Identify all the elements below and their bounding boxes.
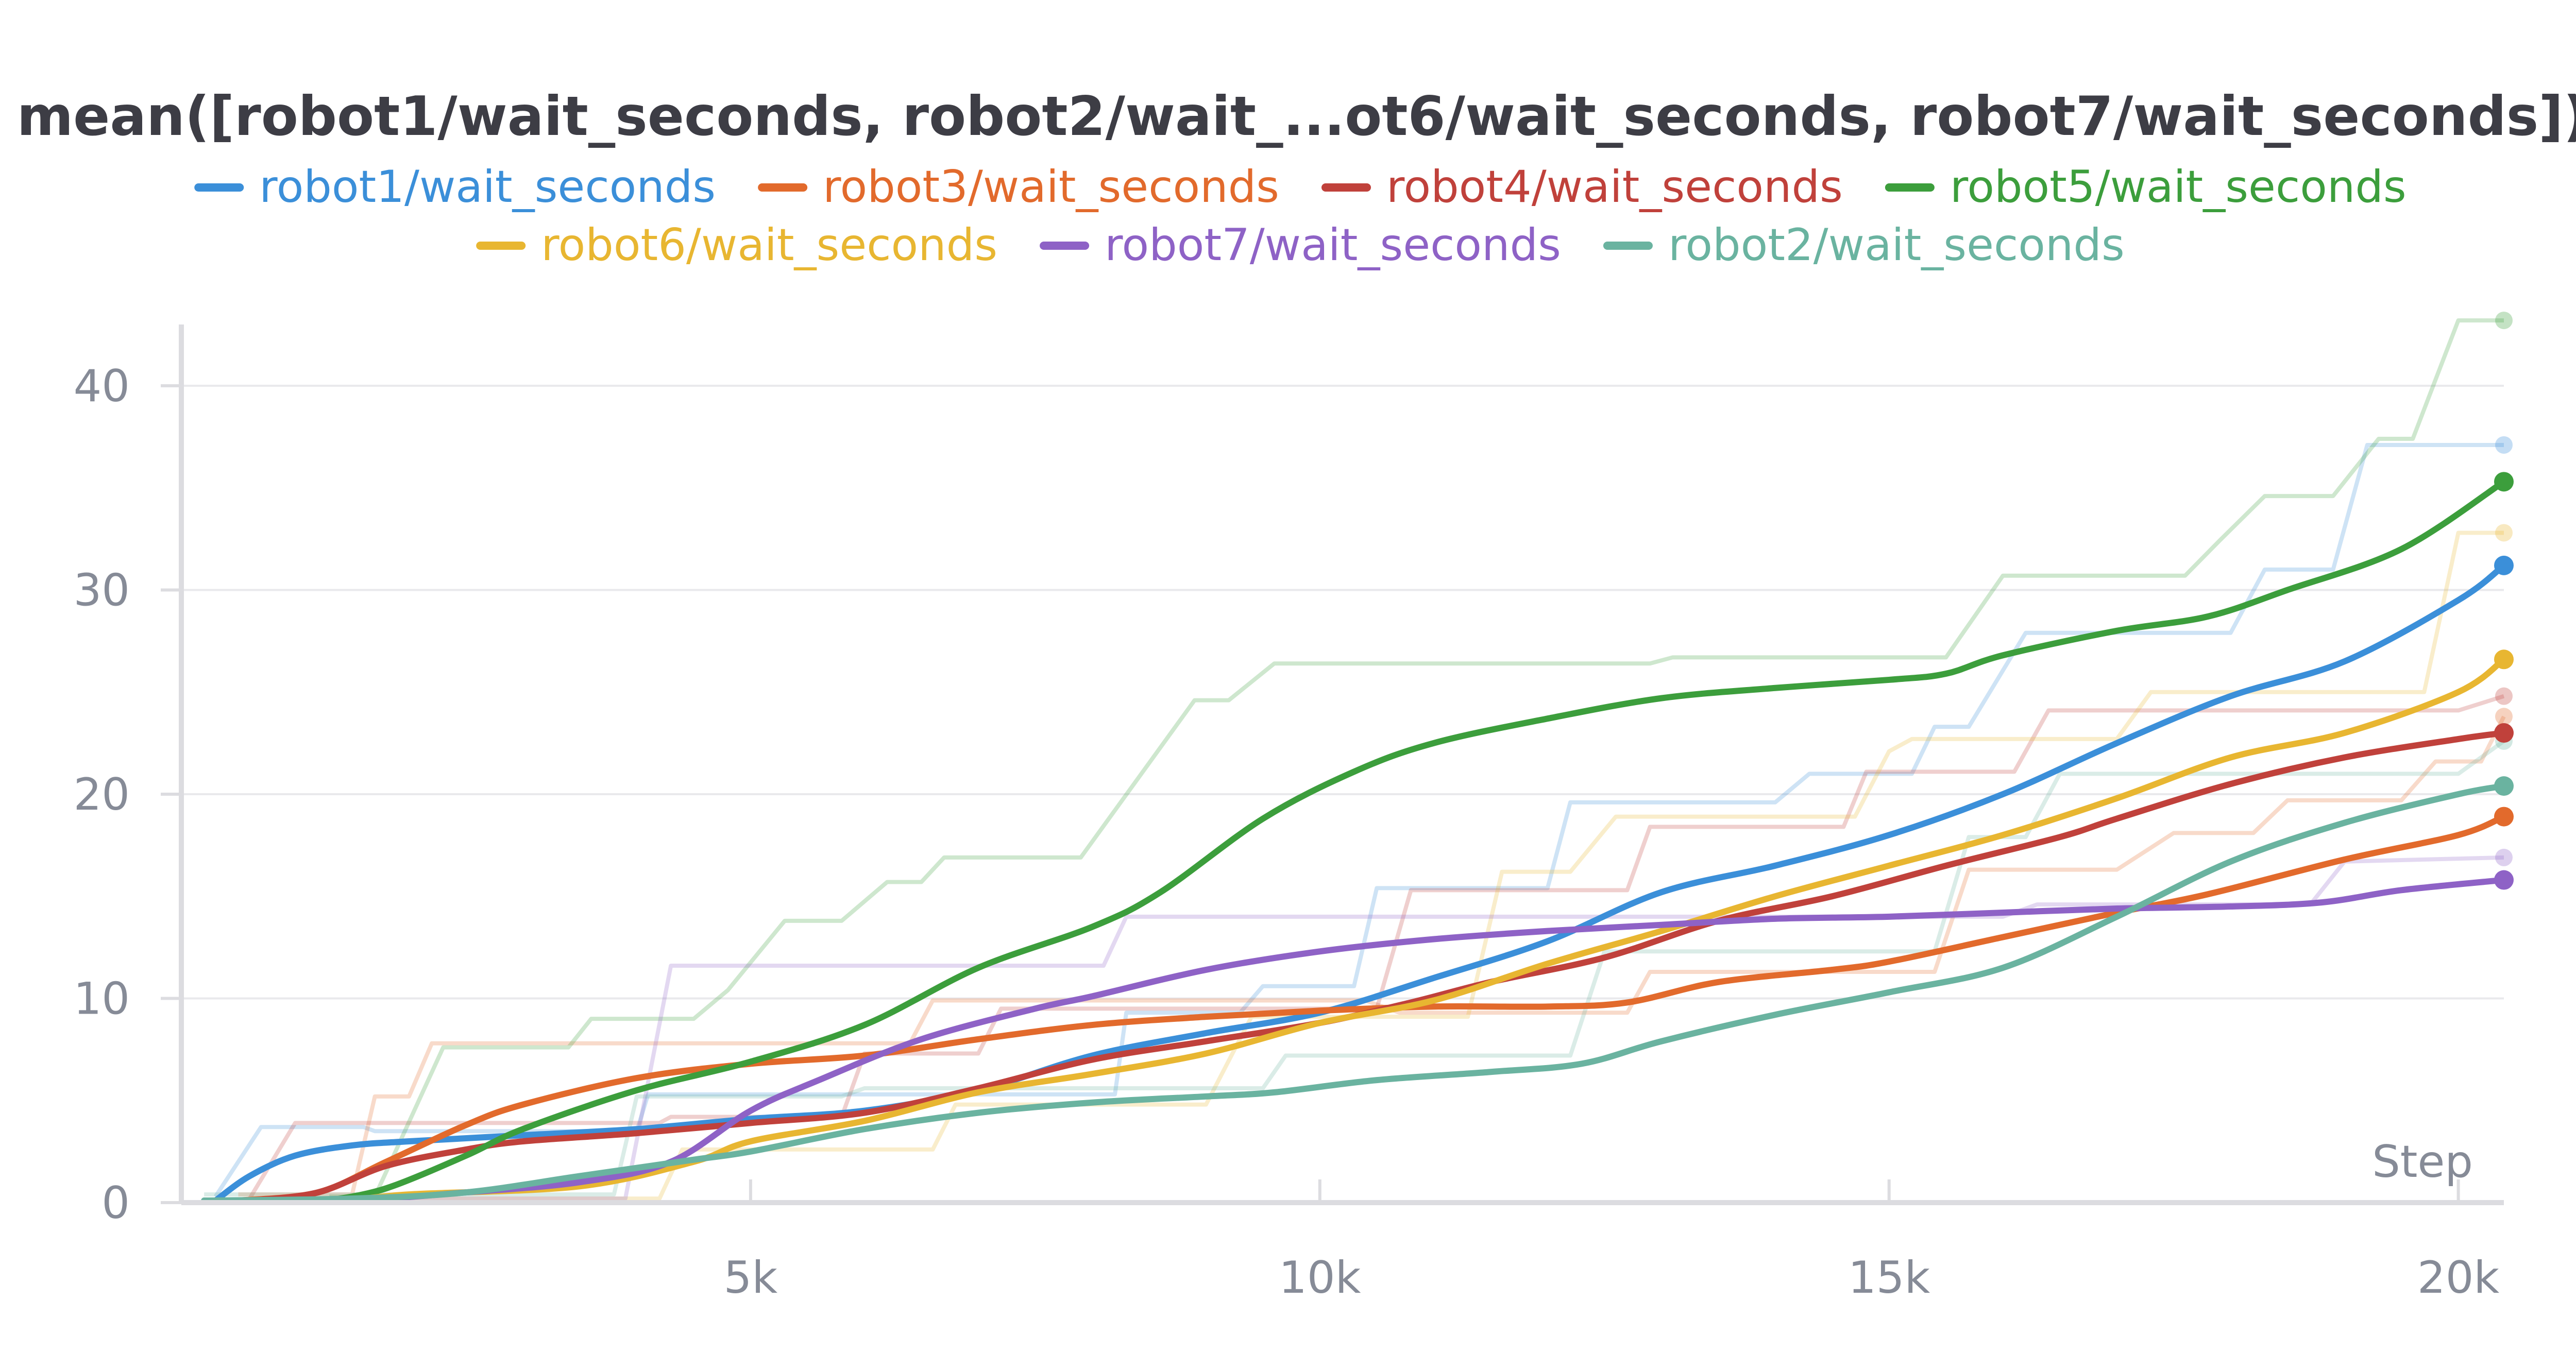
legend-label: robot1/wait_seconds xyxy=(259,161,716,213)
x-tick-label: 20k xyxy=(2417,1252,2499,1304)
legend-label: robot5/wait_seconds xyxy=(1950,161,2406,213)
legend-item: robot2/wait_seconds xyxy=(1603,219,2125,271)
raw-series-line xyxy=(363,855,2504,1201)
raw-series-line xyxy=(352,530,2504,1201)
raw-series-endpoint xyxy=(2495,687,2513,705)
series-line xyxy=(201,783,2507,1204)
y-tick-label: 20 xyxy=(74,769,130,820)
legend-item: robot4/wait_seconds xyxy=(1321,161,1843,213)
raw-series-line xyxy=(204,739,2505,1197)
y-tick-label: 40 xyxy=(74,361,130,412)
x-tick-label: 5k xyxy=(724,1252,778,1304)
series-line xyxy=(212,562,2507,1204)
raw-series-layer xyxy=(204,312,2513,1201)
raw-series-line xyxy=(238,715,2506,1197)
legend-item: robot3/wait_seconds xyxy=(758,161,1279,213)
raw-series-line xyxy=(213,442,2504,1198)
axes: 0 10 20 30 40 5k 10k 15k 20k xyxy=(74,324,2504,1304)
smoothed-series-layer xyxy=(201,472,2514,1204)
raw-series-endpoint xyxy=(2495,524,2513,542)
legend-label: robot6/wait_seconds xyxy=(541,219,997,271)
series-line xyxy=(326,478,2507,1204)
legend: robot1/wait_seconds robot3/wait_seconds ro… xyxy=(194,161,2406,271)
series-line xyxy=(235,813,2507,1204)
grid-lines xyxy=(181,384,2504,1000)
series-endpoint xyxy=(2494,723,2514,743)
y-tick-label: 10 xyxy=(74,973,130,1024)
series-line xyxy=(360,877,2507,1204)
raw-series-endpoint xyxy=(2495,312,2513,330)
legend-label: robot7/wait_seconds xyxy=(1105,219,1561,271)
legend-label: robot2/wait_seconds xyxy=(1668,219,2125,271)
chart-title: mean([robot1/wait_seconds, robot2/wait_.… xyxy=(17,85,2576,148)
x-tick-label: 10k xyxy=(1279,1252,1361,1304)
legend-item: robot6/wait_seconds xyxy=(476,219,997,271)
series-endpoint xyxy=(2494,870,2514,890)
legend-item: robot5/wait_seconds xyxy=(1885,161,2406,213)
legend-label: robot4/wait_seconds xyxy=(1386,161,1843,213)
y-tick-label: 30 xyxy=(74,564,130,616)
raw-series-endpoint xyxy=(2495,708,2513,726)
legend-item: robot7/wait_seconds xyxy=(1040,219,1561,271)
raw-series-line xyxy=(329,318,2504,1199)
series-line xyxy=(349,656,2507,1204)
x-tick-label: 15k xyxy=(1848,1252,1930,1304)
raw-series-endpoint xyxy=(2495,436,2513,454)
y-tick-label: 0 xyxy=(101,1177,130,1229)
series-endpoint xyxy=(2494,649,2514,670)
series-endpoint xyxy=(2494,472,2514,492)
legend-label: robot3/wait_seconds xyxy=(823,161,1279,213)
series-endpoint xyxy=(2494,776,2514,796)
raw-series-endpoint xyxy=(2495,848,2513,866)
series-endpoint xyxy=(2494,807,2514,827)
series-endpoint xyxy=(2494,555,2514,575)
raw-series-line xyxy=(248,694,2505,1200)
legend-item: robot1/wait_seconds xyxy=(194,161,716,213)
x-axis-label: Step xyxy=(2372,1136,2473,1188)
